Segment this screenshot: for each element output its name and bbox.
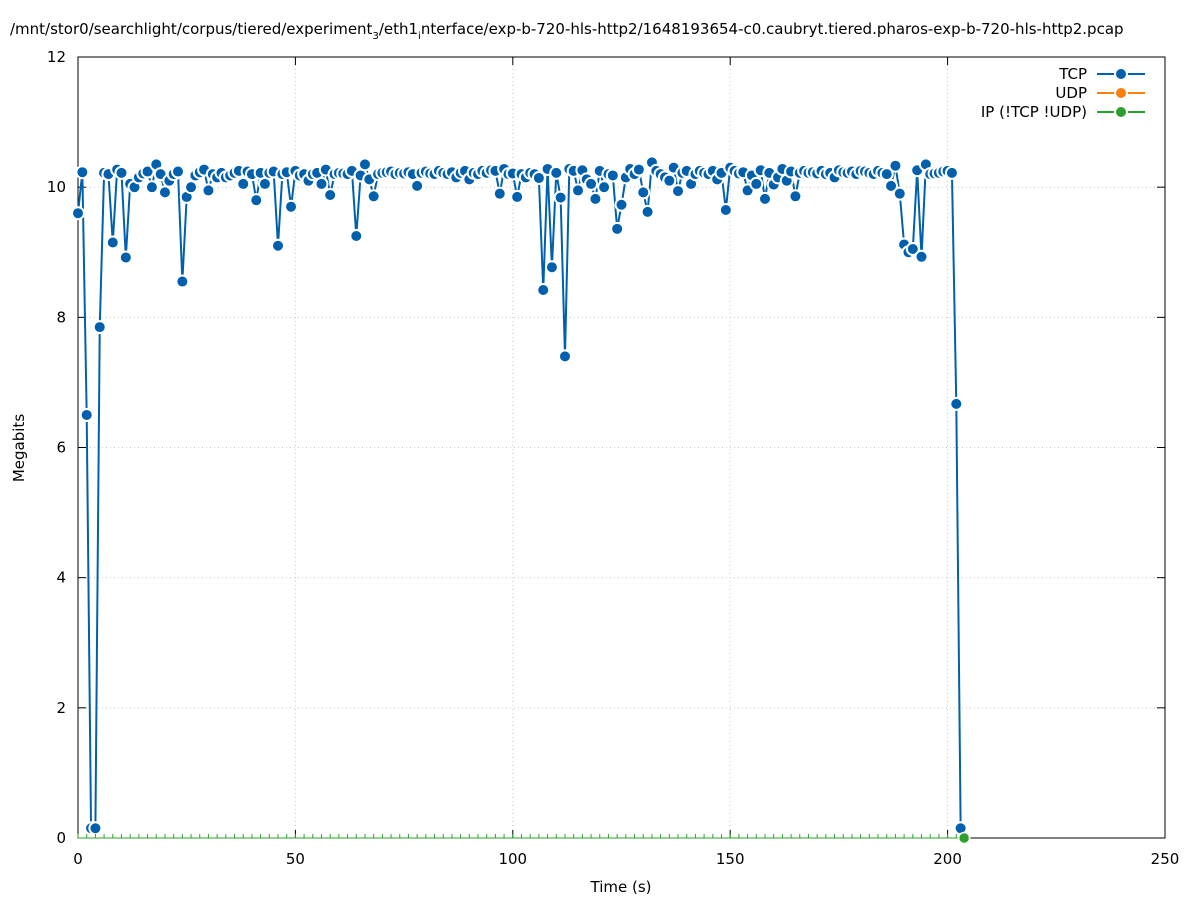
- data-point-tcp: [236, 176, 251, 191]
- data-point-tcp: [492, 186, 507, 201]
- data-point-tcp: [357, 157, 372, 172]
- x-ticks: 0 50 100 150 200 250: [73, 57, 1179, 868]
- data-point-tcp: [571, 183, 586, 198]
- data-point-tcp: [888, 158, 903, 173]
- legend-item-udp: UDP: [1055, 84, 1145, 102]
- data-point-tcp: [71, 206, 85, 221]
- data-point-tcp: [284, 199, 299, 214]
- data-point-tcp: [788, 189, 803, 204]
- legend-label-udp: UDP: [1055, 84, 1087, 102]
- data-point-tcp: [171, 164, 186, 179]
- x-tick-label: 100: [498, 850, 527, 868]
- y-tick-label: 0: [56, 829, 66, 847]
- x-tick-label: 150: [716, 850, 745, 868]
- legend-label-ip: IP (!TCP !UDP): [981, 103, 1087, 121]
- data-point-tcp: [75, 165, 90, 180]
- y-tick-label: 4: [56, 569, 66, 587]
- series-layer: [71, 155, 971, 845]
- data-point-tcp: [879, 167, 894, 182]
- data-point-tcp: [92, 320, 107, 335]
- x-tick-label: 50: [286, 850, 305, 868]
- data-point-tcp: [249, 193, 264, 208]
- data-point-tcp: [105, 235, 120, 250]
- x-tick-label: 200: [933, 850, 962, 868]
- data-point-tcp: [614, 197, 629, 212]
- series-line-tcp: [77, 161, 962, 830]
- legend-marker-udp: [1114, 86, 1128, 100]
- title-subscript: 3: [372, 31, 378, 42]
- data-point-tcp: [271, 238, 286, 253]
- data-point-tcp: [610, 221, 625, 236]
- y-tick-label: 2: [56, 699, 66, 717]
- data-point-tcp: [510, 189, 525, 204]
- series-tcp: [71, 155, 968, 836]
- legend-item-tcp: TCP: [1058, 65, 1145, 83]
- series-ip: [77, 831, 971, 845]
- data-point-tcp: [531, 171, 546, 186]
- data-point-tcp: [349, 228, 364, 243]
- data-point-tcp: [757, 191, 772, 206]
- data-point-tcp: [366, 189, 381, 204]
- data-point-tcp: [584, 176, 599, 191]
- title-end: nterface/exp-b-720-hls-http2/1648193654-…: [421, 20, 1124, 38]
- y-tick-label: 8: [56, 308, 66, 326]
- title-rest: /eth1: [379, 20, 418, 38]
- data-point-tcp: [175, 274, 190, 289]
- data-point-tcp: [144, 180, 159, 195]
- data-point-tcp: [553, 190, 568, 205]
- data-point-tcp: [588, 191, 603, 206]
- y-tick-label: 10: [47, 178, 66, 196]
- data-point-tcp: [949, 396, 964, 411]
- y-axis-label: Megabits: [10, 414, 28, 482]
- data-point-tcp: [605, 168, 620, 183]
- data-point-tcp: [314, 176, 329, 191]
- data-point-tcp: [201, 183, 216, 198]
- legend-marker-ip: [1114, 105, 1128, 119]
- data-point-tcp: [323, 187, 338, 202]
- title-main: /mnt/stor0/searchlight/corpus/tiered/exp…: [10, 20, 373, 38]
- data-point-tcp: [79, 407, 94, 422]
- data-point-tcp: [718, 202, 733, 217]
- y-tick-label: 6: [56, 439, 66, 457]
- data-point-tcp: [636, 185, 651, 200]
- data-point-tcp: [597, 180, 612, 195]
- title-subscript-2: i: [418, 31, 421, 42]
- data-point-tcp: [184, 180, 199, 195]
- data-point-tcp: [549, 165, 564, 180]
- data-point-tcp: [640, 204, 655, 219]
- data-point-tcp: [544, 260, 559, 275]
- data-point-tcp: [914, 249, 929, 264]
- legend: TCP UDP IP (!TCP !UDP): [981, 65, 1145, 121]
- y-tick-label: 12: [47, 48, 66, 66]
- data-point-tcp: [557, 349, 572, 364]
- legend-label-tcp: TCP: [1058, 65, 1087, 83]
- data-point-tcp: [118, 250, 133, 265]
- data-point-tcp: [749, 176, 764, 191]
- data-point-tcp: [88, 821, 103, 836]
- data-point-tcp: [140, 164, 155, 179]
- data-point-tcp: [157, 185, 172, 200]
- x-tick-label: 250: [1151, 850, 1180, 868]
- data-point-tcp: [892, 186, 907, 201]
- legend-item-ip: IP (!TCP !UDP): [981, 103, 1145, 121]
- data-point-tcp: [662, 173, 677, 188]
- x-tick-label: 0: [73, 850, 83, 868]
- data-point-tcp: [905, 241, 920, 256]
- data-point-tcp: [114, 165, 129, 180]
- data-point-ip: [957, 831, 971, 845]
- data-point-tcp: [410, 178, 425, 193]
- data-point-tcp: [944, 165, 959, 180]
- chart-title: /mnt/stor0/searchlight/corpus/tiered/exp…: [10, 20, 1124, 42]
- data-point-tcp: [631, 162, 646, 177]
- x-axis-label: Time (s): [590, 878, 652, 896]
- data-point-tcp: [671, 184, 686, 199]
- legend-marker-tcp: [1114, 67, 1128, 81]
- data-point-tcp: [536, 282, 551, 297]
- data-point-tcp: [884, 178, 899, 193]
